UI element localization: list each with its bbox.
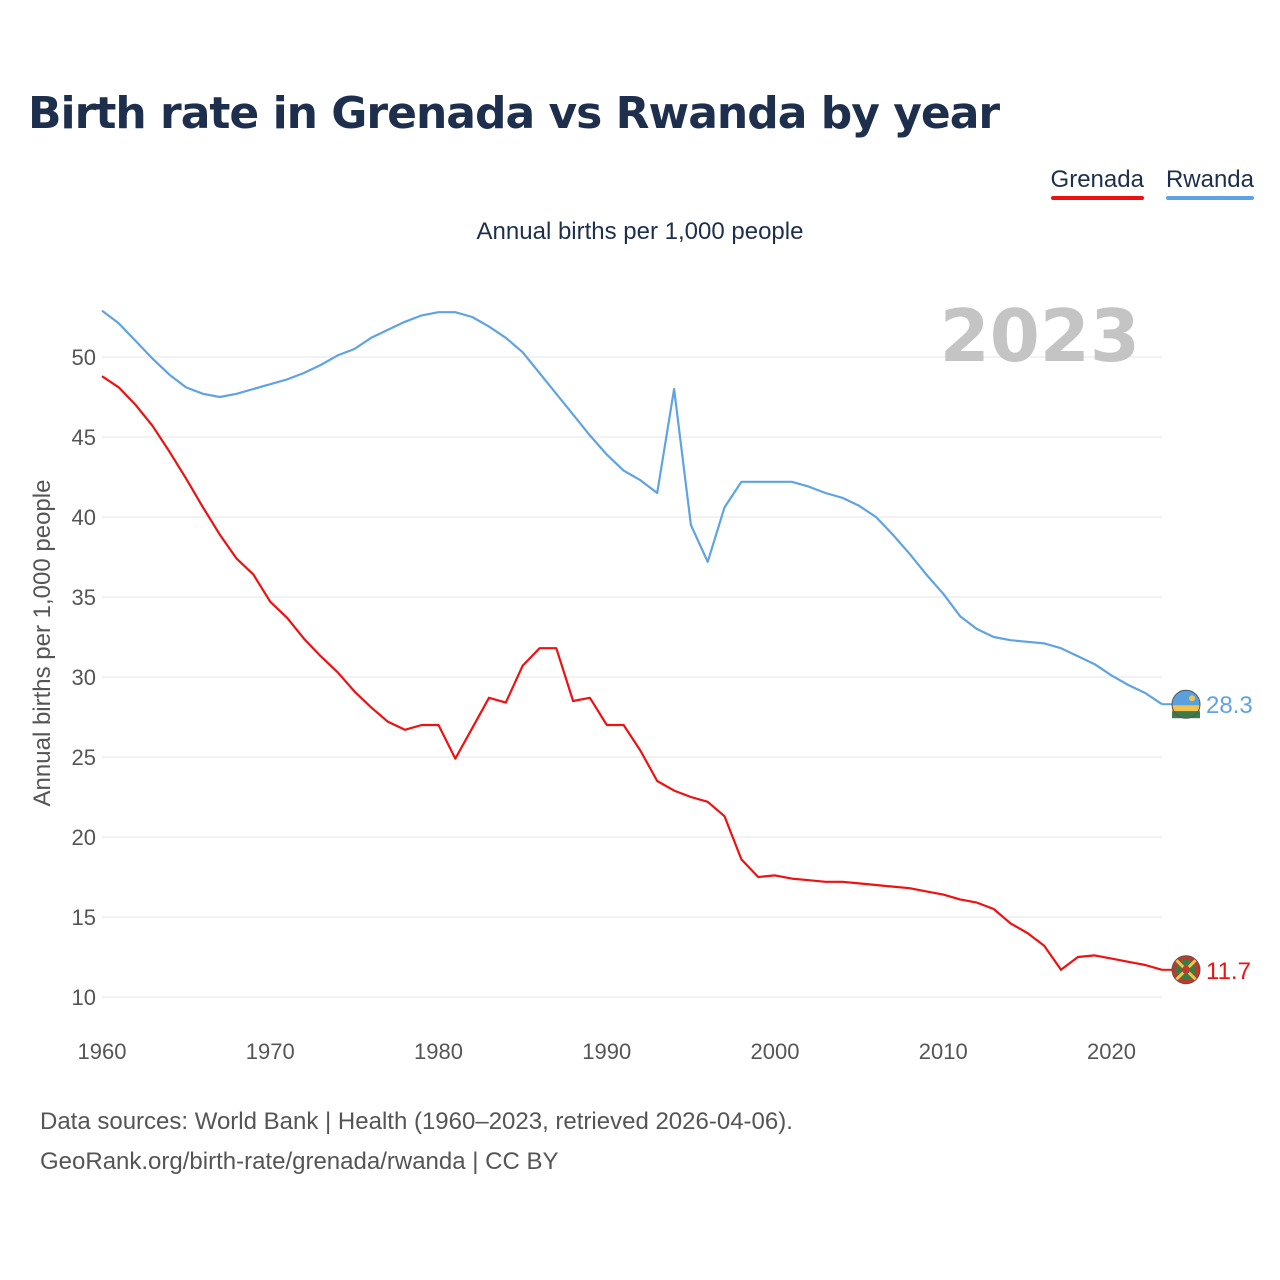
flag-icon-rwanda <box>1171 689 1201 719</box>
x-tick-label-2000: 2000 <box>751 1039 800 1064</box>
year-watermark: 2023 <box>940 294 1140 378</box>
y-axis-ticks: 10 15 20 25 30 35 40 45 50 <box>72 345 96 1010</box>
series-line-rwanda <box>101 309 1163 706</box>
x-tick-label-1980: 1980 <box>414 1039 463 1064</box>
legend-label-rwanda: Rwanda <box>1165 166 1254 193</box>
gridlines <box>102 356 1162 998</box>
legend-label-grenada: Grenada <box>1050 166 1144 193</box>
legend-item-grenada[interactable]: Grenada <box>1050 166 1144 200</box>
flag-rwanda-green-band <box>1172 711 1200 719</box>
y-tick-label-25: 25 <box>72 745 96 770</box>
flag-grenada-center <box>1182 965 1190 974</box>
chart-subtitle: Annual births per 1,000 people <box>476 218 804 245</box>
x-tick-label-1960: 1960 <box>78 1039 127 1064</box>
y-tick-label-20: 20 <box>72 825 96 850</box>
y-tick-label-40: 40 <box>72 505 96 530</box>
legend-swatch-rwanda <box>1165 196 1254 200</box>
y-tick-label-45: 45 <box>72 425 96 450</box>
legend-swatch-grenada <box>1050 196 1144 200</box>
chart-title: Birth rate in Grenada vs Rwanda by year <box>28 88 1000 139</box>
x-tick-label-1990: 1990 <box>582 1039 631 1064</box>
flag-grenada-ring <box>1171 955 1201 985</box>
x-tick-label-2010: 2010 <box>919 1039 968 1064</box>
x-tick-label-1970: 1970 <box>246 1039 295 1064</box>
flag-icon-grenada <box>1171 955 1201 985</box>
flag-rwanda-ring <box>1171 689 1201 719</box>
y-tick-label-50: 50 <box>72 345 96 370</box>
legend: Grenada Rwanda <box>1050 166 1254 200</box>
y-tick-label-35: 35 <box>72 585 96 610</box>
y-axis-title: Annual births per 1,000 people <box>29 480 56 807</box>
series-lines <box>101 309 1163 971</box>
footer-attribution: GeoRank.org/birth-rate/grenada/rwanda | … <box>40 1148 559 1175</box>
x-tick-label-2020: 2020 <box>1087 1039 1136 1064</box>
y-tick-label-30: 30 <box>72 665 96 690</box>
line-chart: 10 15 20 25 30 35 40 45 50 1960 1970 1980 1990 2000 2… <box>29 294 1253 1064</box>
end-value-label-rwanda: 28.3 <box>1206 692 1253 719</box>
series-line-grenada <box>101 375 1163 971</box>
footer-sources: Data sources: World Bank | Health (1960–… <box>40 1108 793 1135</box>
flag-rwanda-yellow-band <box>1172 705 1200 712</box>
end-value-label-grenada: 11.7 <box>1206 958 1251 985</box>
x-axis-ticks: 1960 1970 1980 1990 2000 2010 2020 <box>78 1039 1136 1064</box>
y-tick-label-10: 10 <box>72 985 96 1010</box>
legend-item-rwanda[interactable]: Rwanda <box>1165 166 1254 200</box>
flag-rwanda-sun <box>1189 695 1195 702</box>
end-markers: 11.7 28.3 <box>1162 689 1253 985</box>
y-tick-label-15: 15 <box>72 905 96 930</box>
